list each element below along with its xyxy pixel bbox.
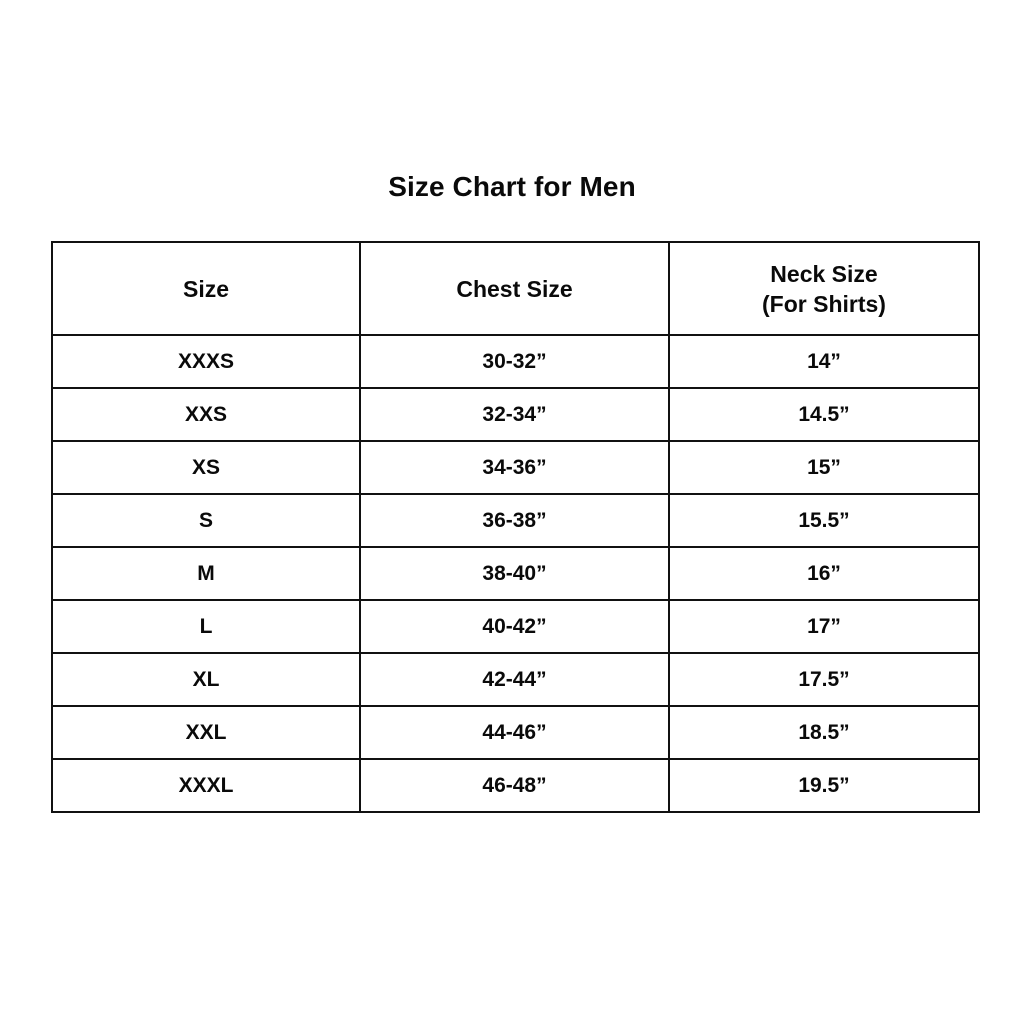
cell-neck: 14” bbox=[668, 334, 980, 389]
cell-size: L bbox=[51, 599, 361, 654]
cell-chest: 38-40” bbox=[359, 546, 670, 601]
cell-chest: 30-32” bbox=[359, 334, 670, 389]
cell-neck: 18.5” bbox=[668, 705, 980, 760]
cell-neck: 15.5” bbox=[668, 493, 980, 548]
cell-size: XS bbox=[51, 440, 361, 495]
cell-chest: 34-36” bbox=[359, 440, 670, 495]
table-row: XS 34-36” 15” bbox=[51, 440, 980, 495]
cell-size: XXXS bbox=[51, 334, 361, 389]
column-header-chest-size: Chest Size bbox=[359, 241, 670, 336]
table-body: XXXS 30-32” 14” XXS 32-34” 14.5” XS 34-3… bbox=[51, 334, 980, 813]
cell-neck: 17.5” bbox=[668, 652, 980, 707]
cell-neck: 16” bbox=[668, 546, 980, 601]
cell-chest: 36-38” bbox=[359, 493, 670, 548]
column-header-size: Size bbox=[51, 241, 361, 336]
table-header-row: Size Chest Size Neck Size (For Shirts) bbox=[51, 241, 980, 336]
column-header-neck-size-line1: Neck Size bbox=[770, 260, 878, 287]
table-row: XXS 32-34” 14.5” bbox=[51, 387, 980, 442]
cell-size: XXXL bbox=[51, 758, 361, 813]
cell-neck: 19.5” bbox=[668, 758, 980, 813]
cell-chest: 46-48” bbox=[359, 758, 670, 813]
table-row: XL 42-44” 17.5” bbox=[51, 652, 980, 707]
size-chart-table: Size Chest Size Neck Size (For Shirts) X… bbox=[51, 241, 980, 813]
table-row: XXL 44-46” 18.5” bbox=[51, 705, 980, 760]
page-title: Size Chart for Men bbox=[388, 171, 636, 202]
cell-size: XXL bbox=[51, 705, 361, 760]
cell-neck: 14.5” bbox=[668, 387, 980, 442]
cell-size: S bbox=[51, 493, 361, 548]
cell-chest: 42-44” bbox=[359, 652, 670, 707]
cell-neck: 17” bbox=[668, 599, 980, 654]
table-row: XXXS 30-32” 14” bbox=[51, 334, 980, 389]
cell-size: XXS bbox=[51, 387, 361, 442]
cell-chest: 32-34” bbox=[359, 387, 670, 442]
cell-size: M bbox=[51, 546, 361, 601]
table-row: L 40-42” 17” bbox=[51, 599, 980, 654]
cell-chest: 40-42” bbox=[359, 599, 670, 654]
column-header-neck-size: Neck Size (For Shirts) bbox=[668, 241, 980, 336]
table-header: Size Chest Size Neck Size (For Shirts) bbox=[51, 241, 980, 336]
cell-chest: 44-46” bbox=[359, 705, 670, 760]
table-row: M 38-40” 16” bbox=[51, 546, 980, 601]
column-header-neck-size-line2: (For Shirts) bbox=[762, 290, 886, 317]
table-row: XXXL 46-48” 19.5” bbox=[51, 758, 980, 813]
cell-neck: 15” bbox=[668, 440, 980, 495]
cell-size: XL bbox=[51, 652, 361, 707]
table-row: S 36-38” 15.5” bbox=[51, 493, 980, 548]
